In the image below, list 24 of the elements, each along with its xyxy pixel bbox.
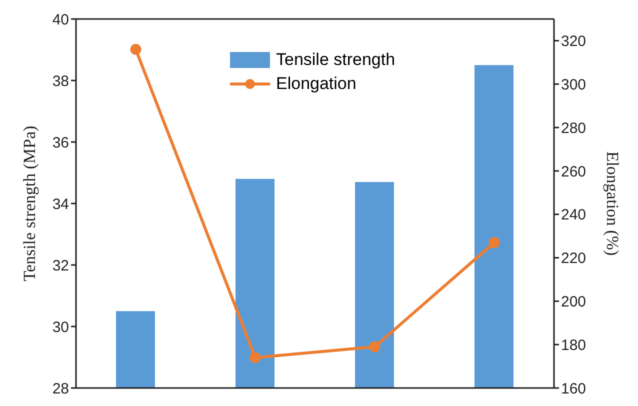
y2-tick-label: 180 [561, 336, 586, 354]
y2-tick-label: 200 [561, 294, 586, 310]
point [488, 237, 500, 248]
legend-label: Tensile strength [276, 50, 396, 70]
y-axis-title: Tensile strength (MPa) [20, 126, 40, 282]
y2-tick-label: 280 [561, 120, 586, 137]
y-tick-label: 28 [52, 380, 69, 398]
y2-tick-label: 300 [561, 76, 586, 94]
y2-tick-label: 240 [561, 206, 586, 224]
y-tick-label: 36 [52, 134, 69, 152]
y2-axis-title: Elongation (%) [602, 151, 622, 256]
y-tick-label: 30 [52, 318, 69, 336]
y2-tick-label: 320 [561, 33, 586, 50]
y-tick-label: 34 [52, 196, 69, 213]
legend-label: Elongation [276, 74, 356, 94]
y-tick-label: 38 [52, 72, 69, 90]
point [250, 352, 261, 364]
y2-tick-label: 160 [561, 380, 586, 398]
y2-tick-label: 220 [561, 250, 586, 268]
y-tick-label: 32 [52, 257, 69, 274]
point [130, 44, 142, 55]
point [369, 341, 380, 352]
y2-tick-label: 260 [561, 163, 586, 180]
y-tick-label: 40 [52, 11, 69, 28]
